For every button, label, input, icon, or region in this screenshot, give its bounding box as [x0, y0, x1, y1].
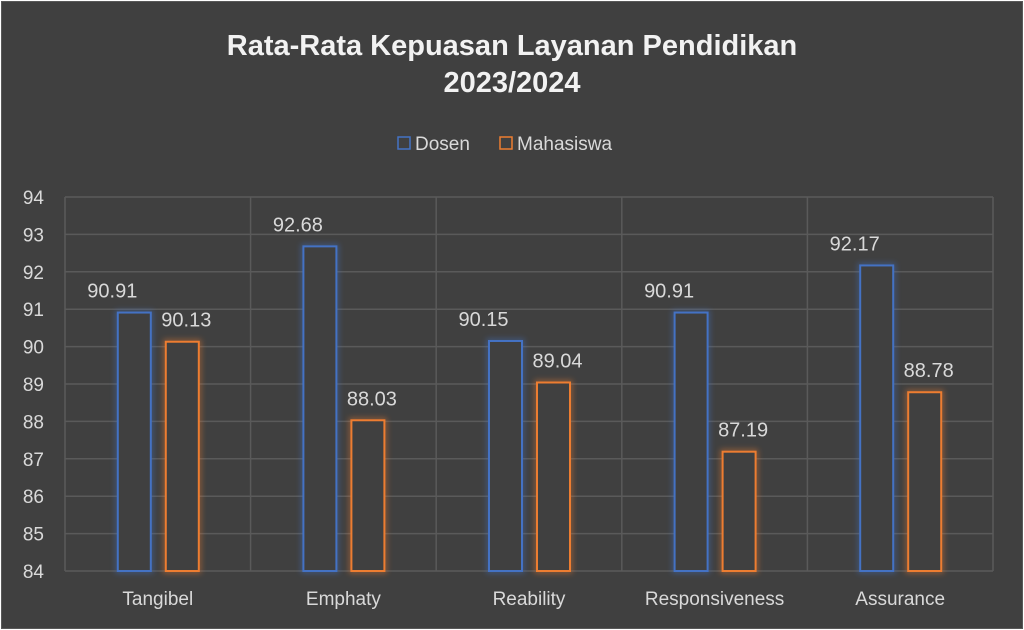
- chart-title-line2: 2023/2024: [443, 67, 580, 99]
- data-label: 90.91: [644, 281, 694, 303]
- y-tick-label: 93: [23, 225, 44, 246]
- bar-dosen: [488, 339, 523, 572]
- bar-mahasiswa: [536, 381, 571, 572]
- bar-mahasiswa: [907, 391, 943, 572]
- legend-label: Mahasiswa: [517, 134, 612, 155]
- legend: Dosen Mahasiswa: [397, 134, 612, 155]
- x-tick-label: Responsiveness: [645, 589, 784, 610]
- legend-label: Dosen: [415, 134, 470, 155]
- legend-swatch-mahasiswa: [499, 136, 513, 150]
- y-tick-label: 85: [23, 525, 44, 546]
- gridlines: 84 85 86 87 88 89 90 91 92 93 94 Tangibel Emphaty Rea…: [23, 188, 994, 610]
- bar-dosen: [302, 245, 338, 572]
- data-label: 92.68: [273, 214, 323, 236]
- bar-dosen: [673, 311, 709, 572]
- data-label: 92.17: [830, 233, 880, 255]
- bar-mahasiswa: [350, 419, 386, 573]
- bar-dosen: [116, 311, 152, 572]
- data-label: 89.04: [532, 351, 582, 373]
- data-label: 90.91: [87, 281, 137, 303]
- y-tick-label: 94: [23, 188, 45, 209]
- x-tick-label: Assurance: [855, 589, 945, 610]
- y-tick-label: 88: [23, 412, 44, 433]
- x-tick-label: Tangibel: [122, 589, 193, 610]
- y-tick-label: 89: [23, 375, 44, 396]
- data-label: 90.15: [458, 309, 508, 331]
- bar-mahasiswa: [164, 340, 200, 572]
- legend-swatch-dosen: [397, 136, 411, 150]
- x-tick-label: Emphaty: [306, 589, 381, 610]
- bar-dosen: [859, 264, 895, 572]
- bars: 90.91 90.13 92.68 88.03 90.15 89.04 90.91 87.19…: [87, 214, 954, 574]
- data-label: 90.13: [161, 310, 211, 332]
- x-tick-label: Reability: [493, 589, 566, 610]
- y-tick-label: 87: [23, 450, 44, 471]
- y-tick-label: 90: [23, 338, 44, 359]
- y-tick-label: 86: [23, 487, 44, 508]
- y-tick-label: 91: [23, 300, 44, 321]
- data-label: 88.03: [347, 388, 397, 410]
- data-label: 88.78: [904, 360, 954, 382]
- y-tick-label: 84: [23, 562, 45, 583]
- chart-title-line1: Rata-Rata Kepuasan Layanan Pendidikan: [227, 30, 798, 62]
- y-tick-label: 92: [23, 263, 44, 284]
- bar-mahasiswa: [721, 450, 757, 572]
- data-label: 87.19: [718, 420, 768, 442]
